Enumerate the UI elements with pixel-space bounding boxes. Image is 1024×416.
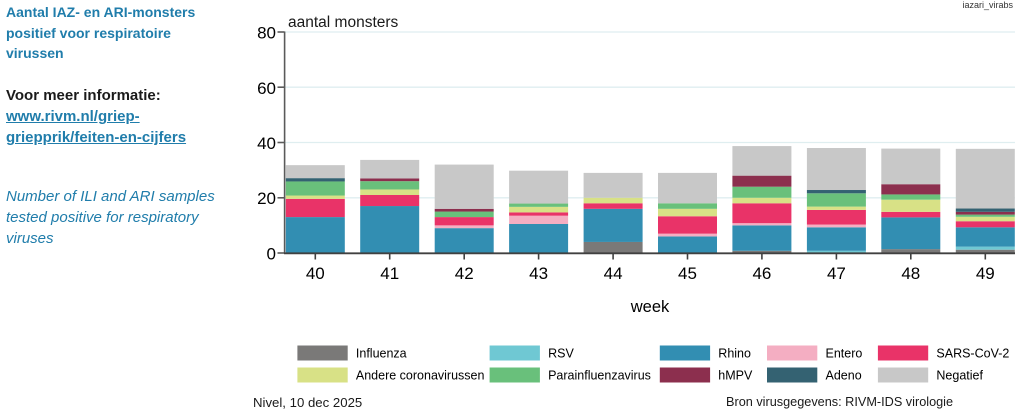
svg-text:0: 0 <box>267 245 276 264</box>
svg-text:hMPV: hMPV <box>718 369 753 383</box>
svg-text:Negatief: Negatief <box>936 369 983 383</box>
svg-text:42: 42 <box>455 264 474 283</box>
svg-text:SARS-CoV-2: SARS-CoV-2 <box>936 347 1009 361</box>
svg-text:46: 46 <box>752 264 771 283</box>
svg-text:aantal monsters: aantal monsters <box>288 14 399 31</box>
svg-text:iazari_virabs: iazari_virabs <box>962 0 1013 10</box>
svg-text:49: 49 <box>976 264 995 283</box>
svg-text:Nivel, 10 dec 2025: Nivel, 10 dec 2025 <box>253 395 362 410</box>
svg-text:48: 48 <box>901 264 920 283</box>
svg-text:80: 80 <box>257 24 276 43</box>
svg-text:40: 40 <box>306 264 325 283</box>
svg-text:Andere coronavirussen: Andere coronavirussen <box>356 369 485 383</box>
svg-text:Bron virusgegevens: RIVM-IDS v: Bron virusgegevens: RIVM-IDS virologie <box>726 395 953 409</box>
svg-text:20: 20 <box>257 189 276 208</box>
svg-text:Adeno: Adeno <box>826 369 862 383</box>
svg-text:Parainfluenzavirus: Parainfluenzavirus <box>548 369 651 383</box>
svg-text:60: 60 <box>257 79 276 98</box>
svg-text:RSV: RSV <box>548 347 574 361</box>
svg-text:week: week <box>630 298 670 316</box>
svg-text:43: 43 <box>529 264 548 283</box>
svg-text:Influenza: Influenza <box>356 347 407 361</box>
svg-text:44: 44 <box>604 264 623 283</box>
svg-text:Rhino: Rhino <box>718 347 751 361</box>
svg-text:Entero: Entero <box>826 347 863 361</box>
svg-text:41: 41 <box>380 264 399 283</box>
svg-text:47: 47 <box>827 264 846 283</box>
svg-text:45: 45 <box>678 264 697 283</box>
svg-text:40: 40 <box>257 134 276 153</box>
